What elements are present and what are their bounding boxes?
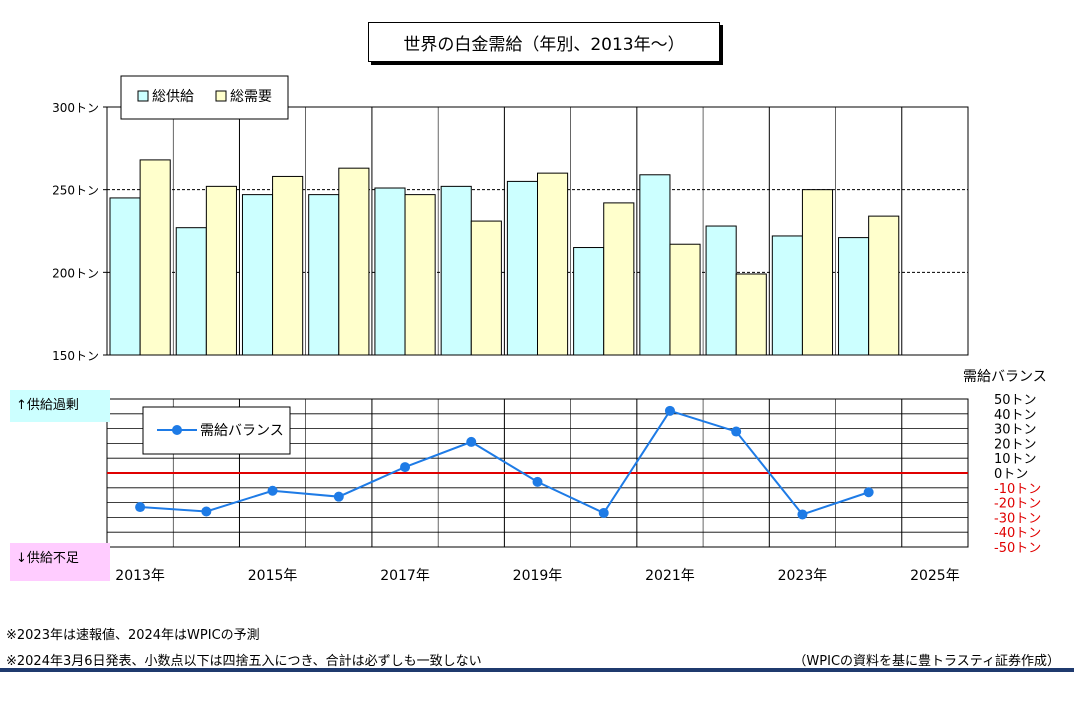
supply-bar	[241, 194, 274, 356]
note-1: ※2023年は速報値、2024年はWPICの予測	[6, 628, 260, 643]
balance-point	[400, 462, 411, 473]
supply-bar	[506, 180, 538, 356]
balance-point	[532, 476, 543, 487]
supply-bar	[838, 237, 870, 356]
balance-axis-title: 需給バランス	[963, 369, 1047, 385]
balance-y-tick-label: -50トン	[994, 541, 1041, 556]
demand-bar	[735, 273, 767, 356]
x-tick-label: 2021年	[645, 568, 695, 584]
supply-bar	[573, 247, 605, 356]
supply-bar	[705, 225, 737, 356]
demand-bar	[205, 185, 237, 356]
balance-y-tick-label: -20トン	[994, 497, 1041, 512]
demand-bar	[537, 172, 569, 356]
x-tick-label: 2025年	[910, 568, 960, 584]
supply-bar	[374, 187, 406, 356]
demand-bar	[272, 175, 304, 356]
balance-point	[267, 485, 278, 496]
x-tick-label: 2013年	[115, 568, 165, 584]
demand-bar	[669, 243, 701, 356]
balance-point	[466, 436, 477, 447]
balance-y-tick-label: 40トン	[994, 408, 1037, 423]
balance-y-tick-label: 10トン	[994, 452, 1037, 467]
supply-legend-swatch	[137, 90, 149, 102]
supply-bar	[440, 185, 472, 356]
bar-y-tick-label: 200トン	[52, 266, 99, 280]
balance-point	[664, 405, 675, 416]
balance-line	[140, 409, 869, 516]
supply-legend-label: 総供給	[152, 89, 194, 105]
demand-bar	[338, 167, 370, 356]
x-tick-label: 2017年	[380, 568, 430, 584]
demand-bar	[139, 159, 171, 356]
x-tick-label: 2015年	[248, 568, 298, 584]
balance-y-tick-label: 20トン	[994, 437, 1037, 452]
bar-y-tick-label: 150トン	[52, 349, 99, 363]
supply-bar	[175, 227, 207, 356]
surplus-label: ↑供給過剰	[10, 390, 110, 422]
bar-y-tick-label: 300トン	[52, 101, 99, 115]
balance-point	[731, 426, 742, 437]
supply-bar	[308, 194, 340, 356]
balance-point	[598, 507, 609, 518]
balance-point	[863, 487, 874, 498]
bottom-rule	[0, 668, 1074, 672]
balance-point	[333, 491, 344, 502]
balance-legend-label: 需給バランス	[200, 423, 284, 439]
demand-legend-swatch	[215, 90, 227, 102]
supply-bar	[639, 174, 671, 356]
chart-title-text: 世界の白金需給（年別、2013年〜）	[403, 34, 685, 55]
demand-bar	[868, 215, 900, 356]
balance-y-tick-label: 50トン	[994, 393, 1037, 408]
bar-y-tick-label: 250トン	[52, 184, 99, 198]
balance-y-tick-label: 30トン	[994, 423, 1037, 438]
demand-bar	[470, 220, 502, 356]
chart-title: 世界の白金需給（年別、2013年〜）	[368, 22, 720, 62]
balance-point	[797, 509, 808, 520]
bar-legend-box	[120, 75, 289, 120]
balance-y-tick-label: -40トン	[994, 526, 1041, 541]
source-credit: （WPICの資料を基に豊トラスティ証券作成）	[793, 654, 1060, 669]
balance-y-tick-label: -10トン	[994, 482, 1041, 497]
demand-legend-label: 総需要	[230, 89, 272, 105]
x-tick-label: 2023年	[778, 568, 828, 584]
balance-y-tick-label: 0トン	[994, 467, 1028, 482]
demand-bar	[404, 194, 436, 356]
supply-bar	[771, 235, 803, 356]
x-tick-label: 2019年	[513, 568, 563, 584]
balance-point	[135, 502, 146, 513]
balance-legend-marker	[172, 425, 182, 435]
balance-point	[201, 506, 212, 517]
balance-y-tick-label: -30トン	[994, 511, 1041, 526]
deficit-label: ↓供給不足	[10, 543, 110, 581]
demand-bar	[801, 189, 834, 356]
supply-bar	[109, 197, 141, 356]
note-2: ※2024年3月6日発表、小数点以下は四捨五入につき、合計は必ずしも一致しない	[6, 654, 482, 669]
demand-bar	[603, 202, 635, 356]
